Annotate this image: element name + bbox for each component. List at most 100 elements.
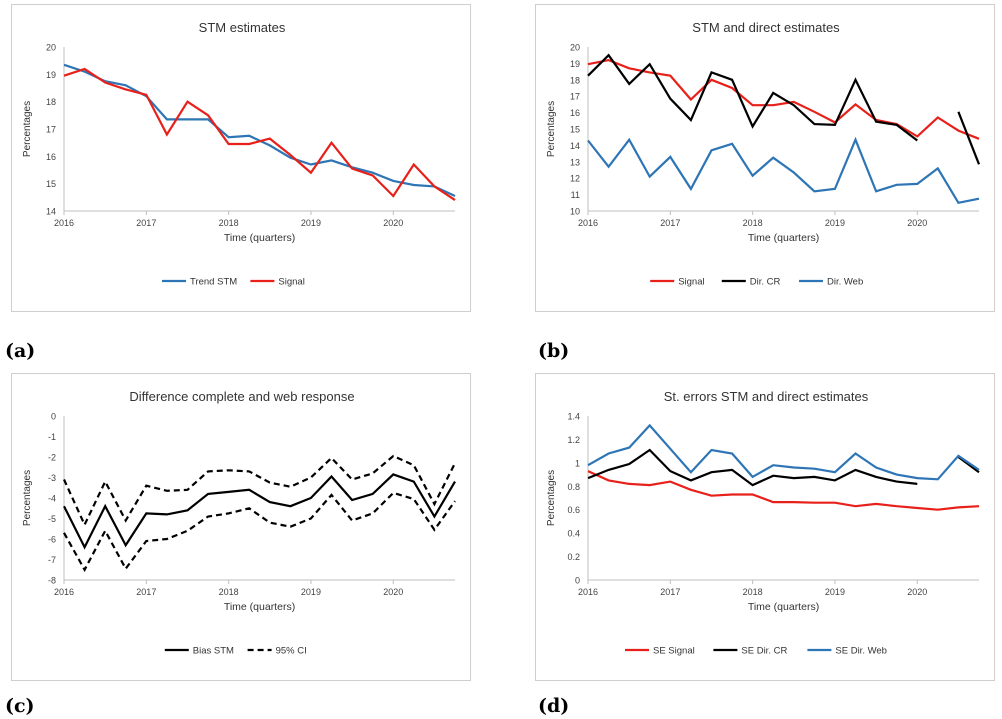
chart-panel-c: Difference complete and web response -8 -7… xyxy=(11,373,471,681)
y-tick-label: 19 xyxy=(46,70,56,80)
y-tick-label: -6 xyxy=(48,535,56,545)
x-axis-label: Time (quarters) xyxy=(224,601,295,613)
x-tick-label: 2018 xyxy=(219,218,239,228)
y-tick-label: -4 xyxy=(48,494,56,504)
y-tick-label: 20 xyxy=(570,43,580,53)
y-tick-label: -2 xyxy=(48,453,56,463)
x-tick-label: 2016 xyxy=(578,218,598,228)
y-tick-label: 1.4 xyxy=(567,412,580,422)
x-tick-label: 2020 xyxy=(383,218,403,228)
panel-label-a: (a) xyxy=(5,340,36,362)
series-line-ci-lower xyxy=(63,491,456,573)
y-axis-label: Percentages xyxy=(22,470,33,526)
chart-panel-d: St. errors STM and direct estimates 0 0.2 0… xyxy=(535,373,995,681)
y-tick-label: 15 xyxy=(570,125,580,135)
legend-entry: Dir. Web xyxy=(827,277,863,288)
chart-svg: STM estimates 14 15 16 17 18 19 20 2016 2017 2018 2… xyxy=(22,20,456,288)
y-tick-label: 12 xyxy=(570,174,580,184)
y-tick-label: 0.2 xyxy=(567,552,580,562)
y-tick-label: 18 xyxy=(570,75,580,85)
series-line-se-dir-cr xyxy=(587,448,918,487)
series-line-95-ci xyxy=(62,454,456,528)
legend-entry: Signal xyxy=(278,277,304,288)
x-axis-label: Time (quarters) xyxy=(224,232,295,244)
legend-entry: Signal xyxy=(678,277,704,288)
x-tick-label: 2018 xyxy=(219,587,239,597)
x-axis-label: Time (quarters) xyxy=(748,232,819,244)
x-tick-label: 2020 xyxy=(907,587,927,597)
x-tick-label: 2019 xyxy=(825,218,845,228)
series-line-se-signal xyxy=(587,470,980,511)
x-tick-label: 2020 xyxy=(383,587,403,597)
y-tick-label: -1 xyxy=(48,432,56,442)
y-tick-label: 19 xyxy=(570,59,580,69)
y-axis-label: Percentages xyxy=(546,101,557,157)
x-tick-label: 2018 xyxy=(743,218,763,228)
panel-label-c: (c) xyxy=(5,695,35,717)
y-tick-label: 0.4 xyxy=(567,529,580,539)
y-tick-label: 11 xyxy=(571,190,580,200)
x-tick-label: 2017 xyxy=(660,587,680,597)
legend-entry: Bias STM xyxy=(193,646,234,657)
legend-entry: SE Signal xyxy=(653,646,695,657)
legend-entry: Trend STM xyxy=(190,277,237,288)
y-tick-label: -7 xyxy=(48,555,56,565)
x-tick-label: 2020 xyxy=(907,218,927,228)
y-tick-label: 13 xyxy=(570,157,580,167)
y-axis-label: Percentages xyxy=(22,101,33,157)
legend-entry: 95% CI xyxy=(276,646,307,657)
x-tick-label: 2016 xyxy=(54,587,74,597)
chart-title: STM estimates xyxy=(199,20,286,35)
chart-svg: Difference complete and web response -8 -7… xyxy=(22,389,456,657)
chart-title: St. errors STM and direct estimates xyxy=(664,389,869,404)
y-tick-label: 15 xyxy=(46,179,56,189)
y-tick-label: 0.6 xyxy=(567,505,580,515)
y-tick-label: 16 xyxy=(46,152,56,162)
x-tick-label: 2019 xyxy=(301,587,321,597)
panel-label-b: (b) xyxy=(538,340,570,362)
chart-svg: St. errors STM and direct estimates 0 0.2 0… xyxy=(546,389,980,657)
x-tick-label: 2019 xyxy=(825,587,845,597)
legend-entry: SE Dir. CR xyxy=(741,646,787,657)
series-line-dir-cr xyxy=(957,111,981,165)
chart-title: Difference complete and web response xyxy=(129,389,354,404)
y-axis-label: Percentages xyxy=(546,470,557,526)
series-line-signal xyxy=(63,67,456,202)
x-tick-label: 2017 xyxy=(136,218,156,228)
y-tick-label: -5 xyxy=(48,514,56,524)
y-tick-label: -8 xyxy=(48,576,56,586)
x-tick-label: 2017 xyxy=(136,587,156,597)
x-tick-label: 2019 xyxy=(301,218,321,228)
series-line-dir-cr xyxy=(587,53,918,142)
y-tick-label: 14 xyxy=(570,141,580,151)
y-tick-label: 17 xyxy=(570,92,580,102)
chart-panel-b: STM and direct estimates 10 11 12 13 14 15 16 17… xyxy=(535,4,995,312)
y-tick-label: 0 xyxy=(575,576,580,586)
y-tick-label: 17 xyxy=(46,125,56,135)
x-tick-label: 2017 xyxy=(660,218,680,228)
series-line-se-dir-cr xyxy=(957,456,980,474)
series-line-se-dir-web xyxy=(587,423,980,481)
legend-entry: SE Dir. Web xyxy=(835,646,887,657)
chart-title: STM and direct estimates xyxy=(692,20,840,35)
series-line-trend-stm xyxy=(63,63,456,197)
y-tick-label: -3 xyxy=(48,473,56,483)
chart-panel-a: STM estimates 14 15 16 17 18 19 20 2016 2017 2018 2… xyxy=(11,4,471,312)
chart-svg: STM and direct estimates 10 11 12 13 14 15 16 17… xyxy=(546,20,981,288)
y-tick-label: 20 xyxy=(46,43,56,53)
y-tick-label: 0 xyxy=(51,412,56,422)
legend-entry: Dir. CR xyxy=(750,277,781,288)
x-tick-label: 2016 xyxy=(578,587,598,597)
x-tick-label: 2016 xyxy=(54,218,74,228)
y-tick-label: 18 xyxy=(46,97,56,107)
series-line-dir-web xyxy=(587,136,980,205)
x-tick-label: 2018 xyxy=(743,587,763,597)
x-axis-label: Time (quarters) xyxy=(748,601,819,613)
y-tick-label: 1 xyxy=(575,458,580,468)
series-line-bias-stm xyxy=(63,473,456,550)
y-tick-label: 16 xyxy=(570,108,580,118)
y-tick-label: 1.2 xyxy=(567,435,580,445)
series-line-signal xyxy=(587,58,980,140)
y-tick-label: 14 xyxy=(46,207,56,217)
y-tick-label: 10 xyxy=(570,207,580,217)
